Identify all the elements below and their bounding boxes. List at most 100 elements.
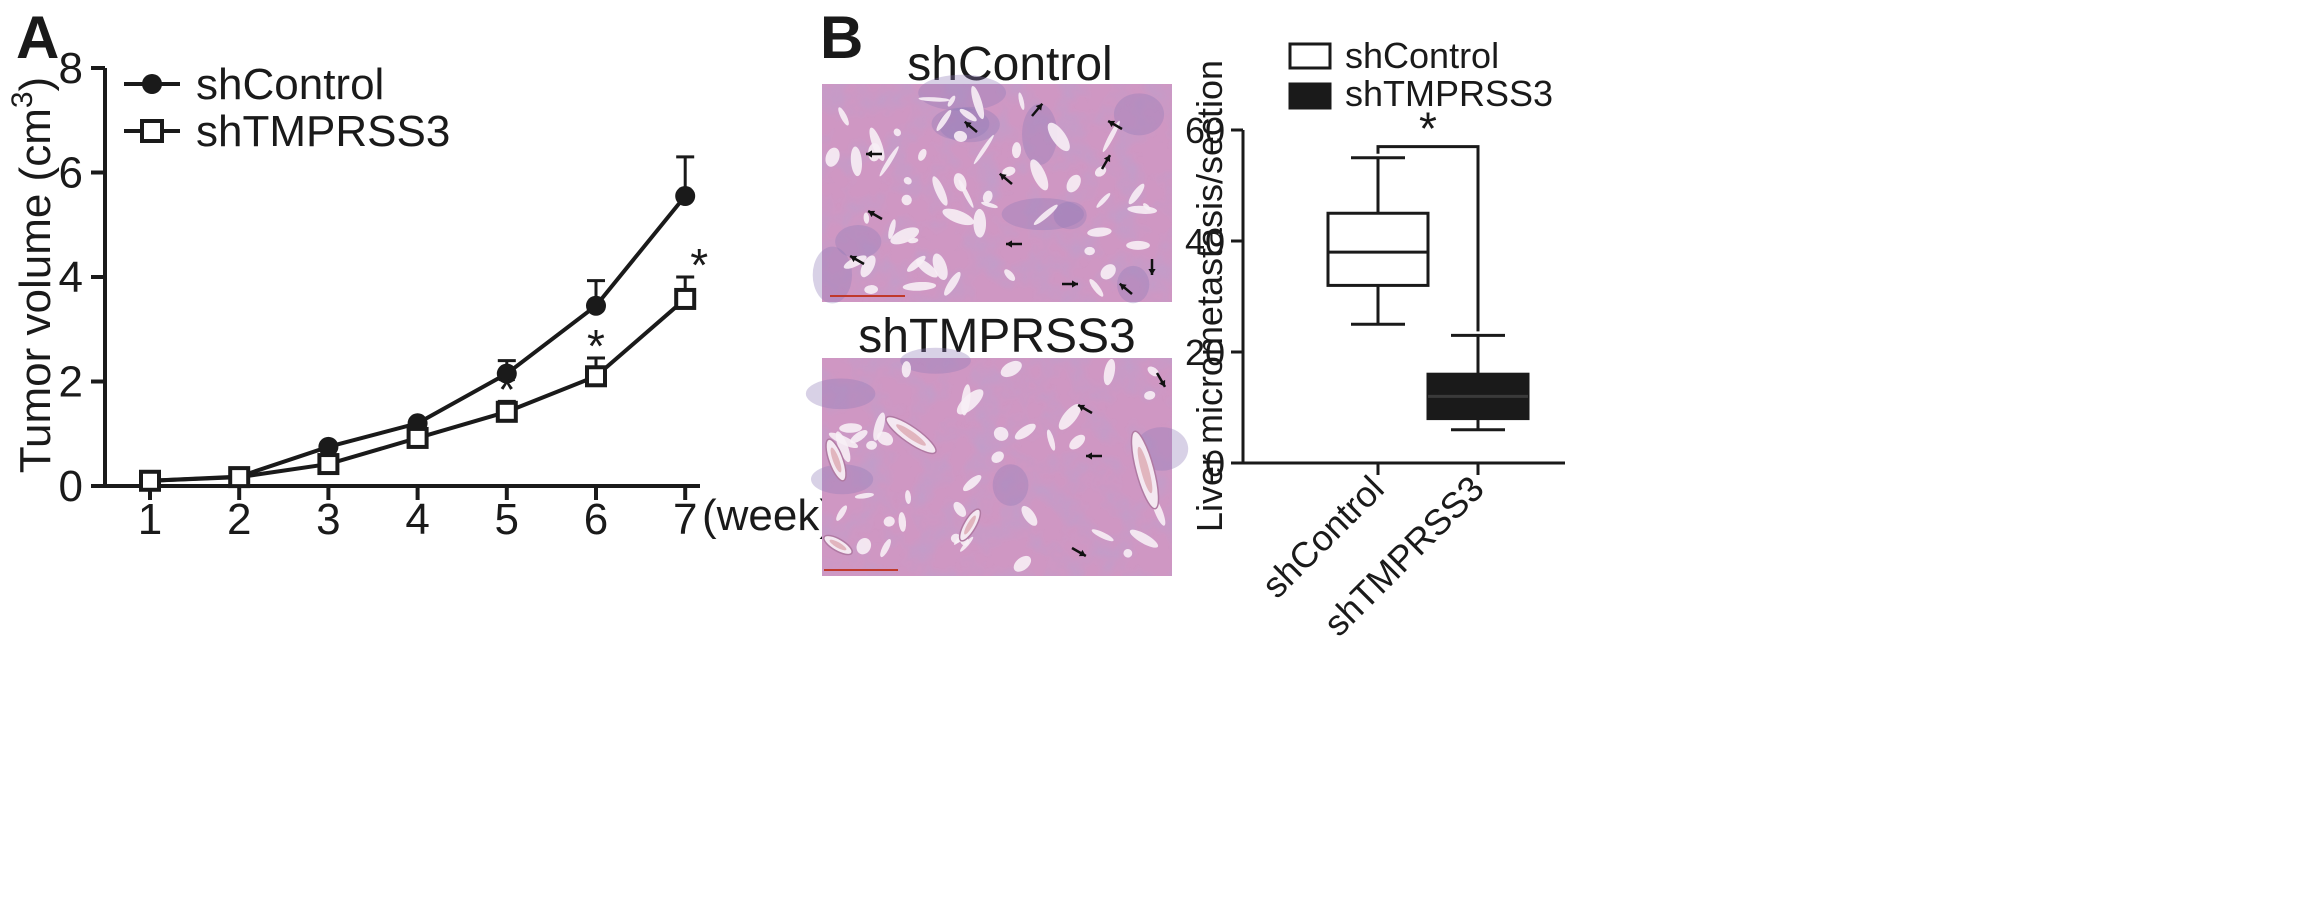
vessel-lumen	[1014, 423, 1036, 440]
data-point-shtmprss3	[139, 469, 161, 492]
vessel-lumen	[1144, 390, 1156, 400]
vessel-lumen	[1033, 204, 1058, 226]
significance-star: *	[690, 239, 708, 291]
vessel-lumen	[1013, 555, 1032, 572]
vessel-lumen	[944, 271, 961, 296]
vessel-lumen	[893, 128, 902, 137]
stain-patch	[805, 378, 876, 410]
legend-label-shtmprss3: shTMPRSS3	[196, 107, 450, 156]
x-tick-label: 1	[138, 495, 162, 544]
box-y-tick-label: 60	[1185, 110, 1225, 151]
vessel-lumen	[1030, 159, 1049, 191]
panel-b-letter: B	[820, 4, 863, 71]
stain-patch	[900, 347, 971, 374]
line-legend: shControl shTMPRSS3	[124, 60, 450, 156]
tissue-texture	[822, 358, 1172, 576]
legend-item-shcontrol: shControl	[124, 60, 384, 109]
vessel-lumen	[838, 107, 849, 126]
data-point-shtmprss3	[317, 453, 340, 476]
vessel-content	[830, 447, 842, 473]
x-tick-label: 2	[227, 495, 251, 544]
vessel-lumen	[898, 512, 907, 532]
arrow-head	[1108, 120, 1116, 128]
y-tick-label: 0	[59, 462, 83, 511]
vessel-lumen	[973, 208, 987, 238]
stain-patch	[812, 246, 853, 304]
data-point-shtmprss3	[585, 365, 607, 388]
vessel-lumen	[947, 95, 956, 107]
data-point-shcontrol	[496, 363, 517, 384]
y-axis: 0 2 4 6 8	[59, 44, 107, 511]
vessel-lumen	[1021, 505, 1038, 526]
open-square-icon	[140, 119, 164, 143]
x-tick-label: 4	[405, 495, 429, 544]
vessel-lumen	[918, 148, 927, 161]
box-shcontrol	[1326, 211, 1430, 287]
vessel-lumen	[1018, 92, 1025, 110]
panel-a-letter: A	[16, 4, 59, 71]
vessel-lumen	[879, 146, 899, 177]
micrograph-shcontrol: shControl	[812, 38, 1172, 304]
vessel-lumen	[953, 501, 967, 517]
y-tick-label: 8	[59, 44, 83, 93]
micrograph-title-shtmprss3: shTMPRSS3	[858, 310, 1135, 363]
legend-swatch-shtmprss3	[1288, 82, 1332, 110]
box-legend: shControl shTMPRSS3	[1288, 35, 1553, 114]
vessel-lumen	[1143, 203, 1151, 211]
filled-circle-icon	[142, 74, 162, 94]
vessel-lumen	[864, 285, 879, 294]
vessel-content	[964, 515, 976, 535]
stain-patch	[1022, 103, 1058, 165]
x-axis: 1 2 3 4 5 6 7	[105, 484, 700, 544]
box-layer: *	[1326, 103, 1530, 432]
vessel-lumen	[971, 85, 985, 120]
stain-patch	[835, 224, 882, 259]
arrow-head	[1006, 240, 1012, 248]
stain-patch	[918, 74, 1007, 111]
vessel-lumen	[1123, 548, 1133, 558]
vessel-lumen	[880, 539, 891, 558]
arrow-head	[1148, 269, 1156, 275]
vessel-lumen	[953, 130, 968, 142]
x-axis-unit-label: (week)	[702, 491, 834, 540]
vessel-lumen	[825, 147, 840, 167]
arrow-head	[1072, 280, 1078, 288]
vessel-lumen	[1069, 434, 1086, 450]
data-point-shtmprss3	[406, 426, 429, 449]
vessel-lumen	[860, 255, 876, 278]
vessel-lumen	[932, 253, 948, 281]
vessel-content	[829, 539, 847, 551]
micrograph-title-shcontrol: shControl	[907, 38, 1112, 91]
data-point-shtmprss3	[495, 400, 518, 423]
stain-patch	[1053, 201, 1087, 230]
series-layer: * * *	[139, 155, 708, 492]
vessel-lumen	[903, 177, 912, 185]
arrow-head	[1078, 549, 1086, 557]
box-y-tick-label: 20	[1185, 332, 1225, 373]
data-point-shcontrol	[675, 186, 696, 207]
vessel-lumen	[1126, 240, 1150, 250]
vessel-lumen	[905, 490, 912, 504]
vessel-lumen	[877, 431, 894, 446]
data-point-shcontrol	[586, 295, 606, 316]
significance-star: *	[1419, 103, 1437, 155]
vessel-lumen	[866, 440, 877, 450]
vessel-lumen	[1129, 529, 1159, 548]
vessel-lumen	[856, 537, 872, 555]
legend-label-shcontrol: shControl	[1345, 35, 1499, 76]
vessel-lumen	[1147, 366, 1159, 377]
arrow-head	[1103, 155, 1111, 163]
vessel-lumen	[854, 492, 874, 499]
vessel-lumen	[918, 97, 950, 102]
vessel-lumen	[1046, 429, 1056, 451]
vessel-lumen	[843, 255, 867, 269]
arrow-head	[964, 121, 972, 129]
vessel-lumen	[1058, 404, 1081, 430]
vessel-lumen	[942, 208, 975, 226]
arrow-head	[1086, 452, 1092, 460]
y-axis-title: Tumor volume (cm3)	[6, 77, 60, 473]
y-tick-label: 4	[59, 253, 83, 302]
arrow-head	[866, 150, 872, 158]
significance-star: *	[587, 320, 605, 372]
